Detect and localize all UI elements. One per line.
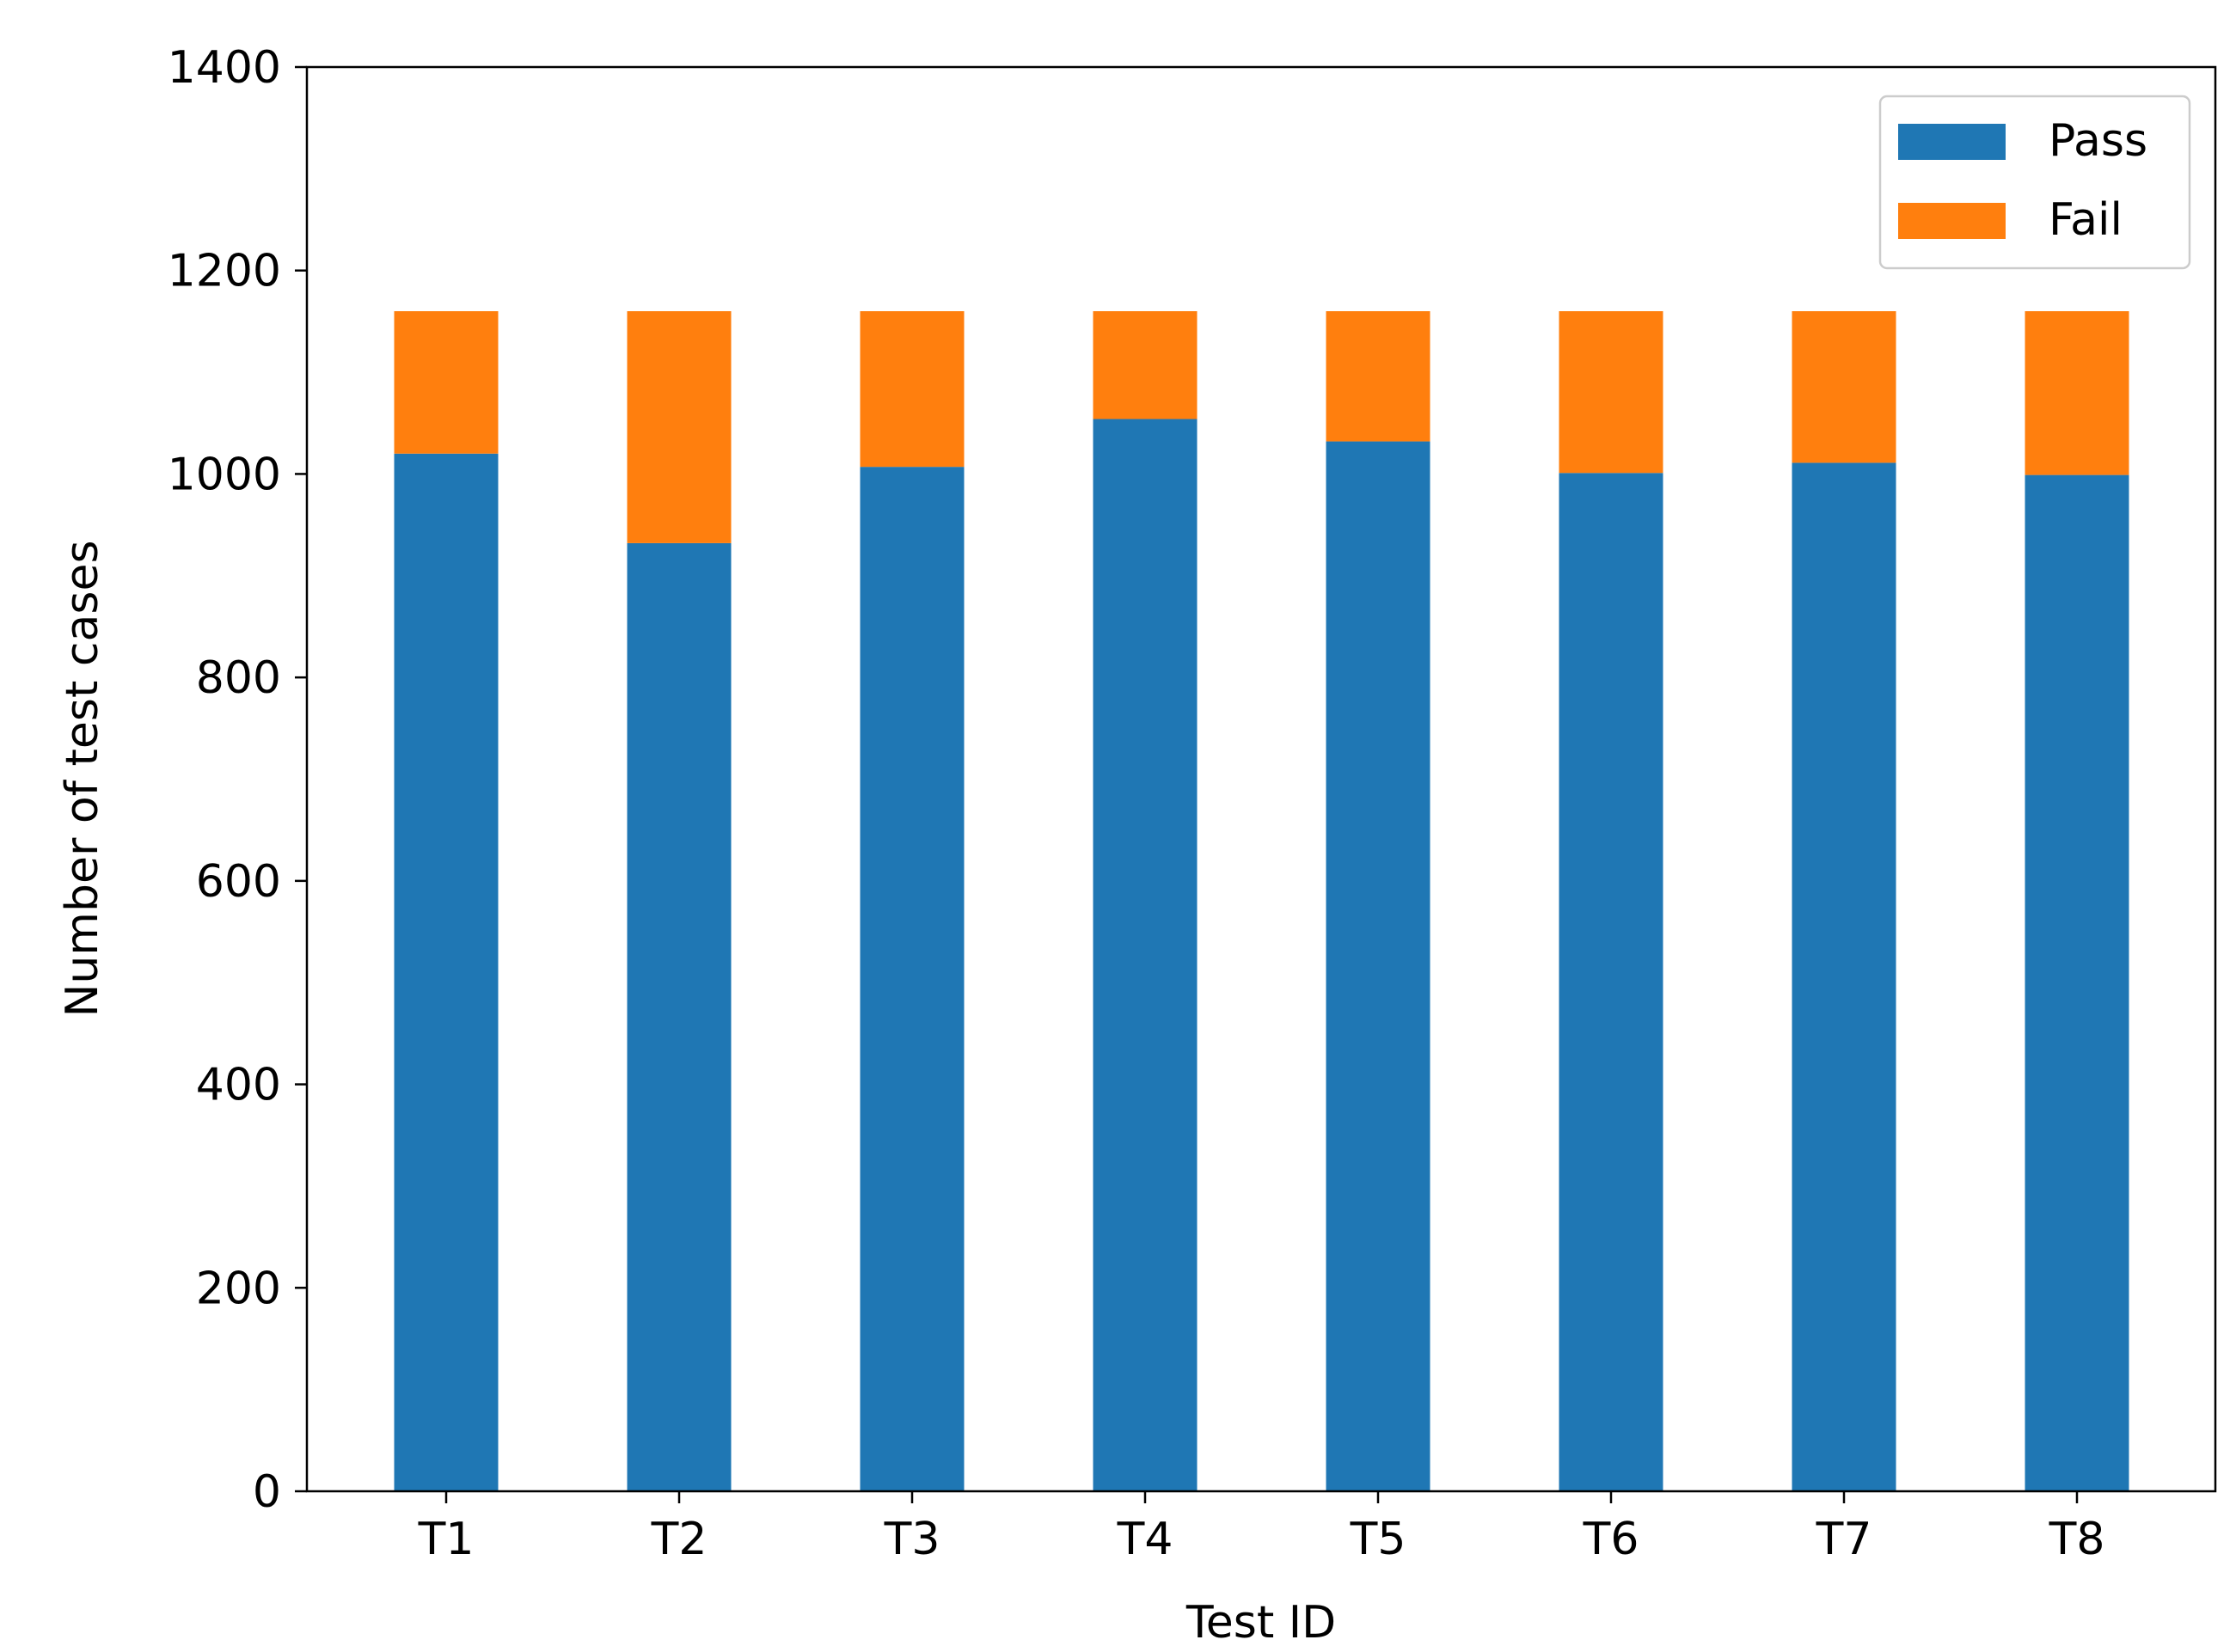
y-tick-label: 1200	[168, 246, 281, 297]
legend-label-pass: Pass	[2049, 115, 2147, 167]
x-tick-label: T4	[1117, 1514, 1173, 1565]
y-tick-label: 1400	[168, 42, 281, 94]
legend-swatch-pass	[1898, 124, 2006, 160]
x-tick-label: T6	[1583, 1514, 1639, 1565]
x-tick-label: T8	[2049, 1514, 2105, 1565]
bar-pass-t3	[860, 467, 965, 1491]
bar-pass-t1	[394, 453, 499, 1492]
bar-fail-t6	[1559, 311, 1663, 474]
bar-fail-t3	[860, 311, 965, 468]
x-tick-label: T1	[418, 1514, 475, 1565]
bar-pass-t4	[1093, 419, 1198, 1491]
x-axis-label: Test ID	[1185, 1597, 1336, 1649]
bar-pass-t5	[1326, 441, 1430, 1492]
bar-pass-t2	[627, 542, 732, 1492]
y-axis: 0 200 400 600 800 1000 1200 1400	[168, 42, 307, 1518]
bar-fail-t2	[627, 311, 732, 543]
y-tick-label: 200	[196, 1263, 281, 1314]
bars-group	[394, 311, 2129, 1492]
bar-fail-t8	[2025, 311, 2129, 475]
bar-fail-t4	[1093, 311, 1198, 419]
y-axis-label: Number of test cases	[57, 540, 108, 1017]
x-tick-label: T5	[1350, 1514, 1406, 1565]
legend: Pass Fail	[1878, 95, 2191, 270]
bar-fail-t1	[394, 311, 499, 454]
x-axis: T1 T2 T3 T4 T5 T6 T7 T8	[418, 1491, 2105, 1565]
x-tick-label: T2	[651, 1514, 708, 1565]
y-tick-label: 0	[253, 1466, 281, 1518]
y-tick-label: 400	[196, 1060, 281, 1111]
bar-pass-t8	[2025, 474, 2129, 1492]
bar-pass-t7	[1792, 462, 1896, 1491]
y-tick-label: 600	[196, 856, 281, 908]
y-tick-label: 800	[196, 652, 281, 704]
bar-fail-t5	[1326, 311, 1430, 442]
bar-pass-t6	[1559, 473, 1663, 1491]
legend-swatch-fail	[1898, 203, 2006, 239]
x-tick-label: T3	[884, 1514, 940, 1565]
legend-label-fail: Fail	[2049, 194, 2123, 246]
bar-fail-t7	[1792, 311, 1896, 463]
x-tick-label: T7	[1816, 1514, 1872, 1565]
y-tick-label: 1000	[168, 449, 281, 500]
plot-frame	[305, 65, 2217, 1493]
